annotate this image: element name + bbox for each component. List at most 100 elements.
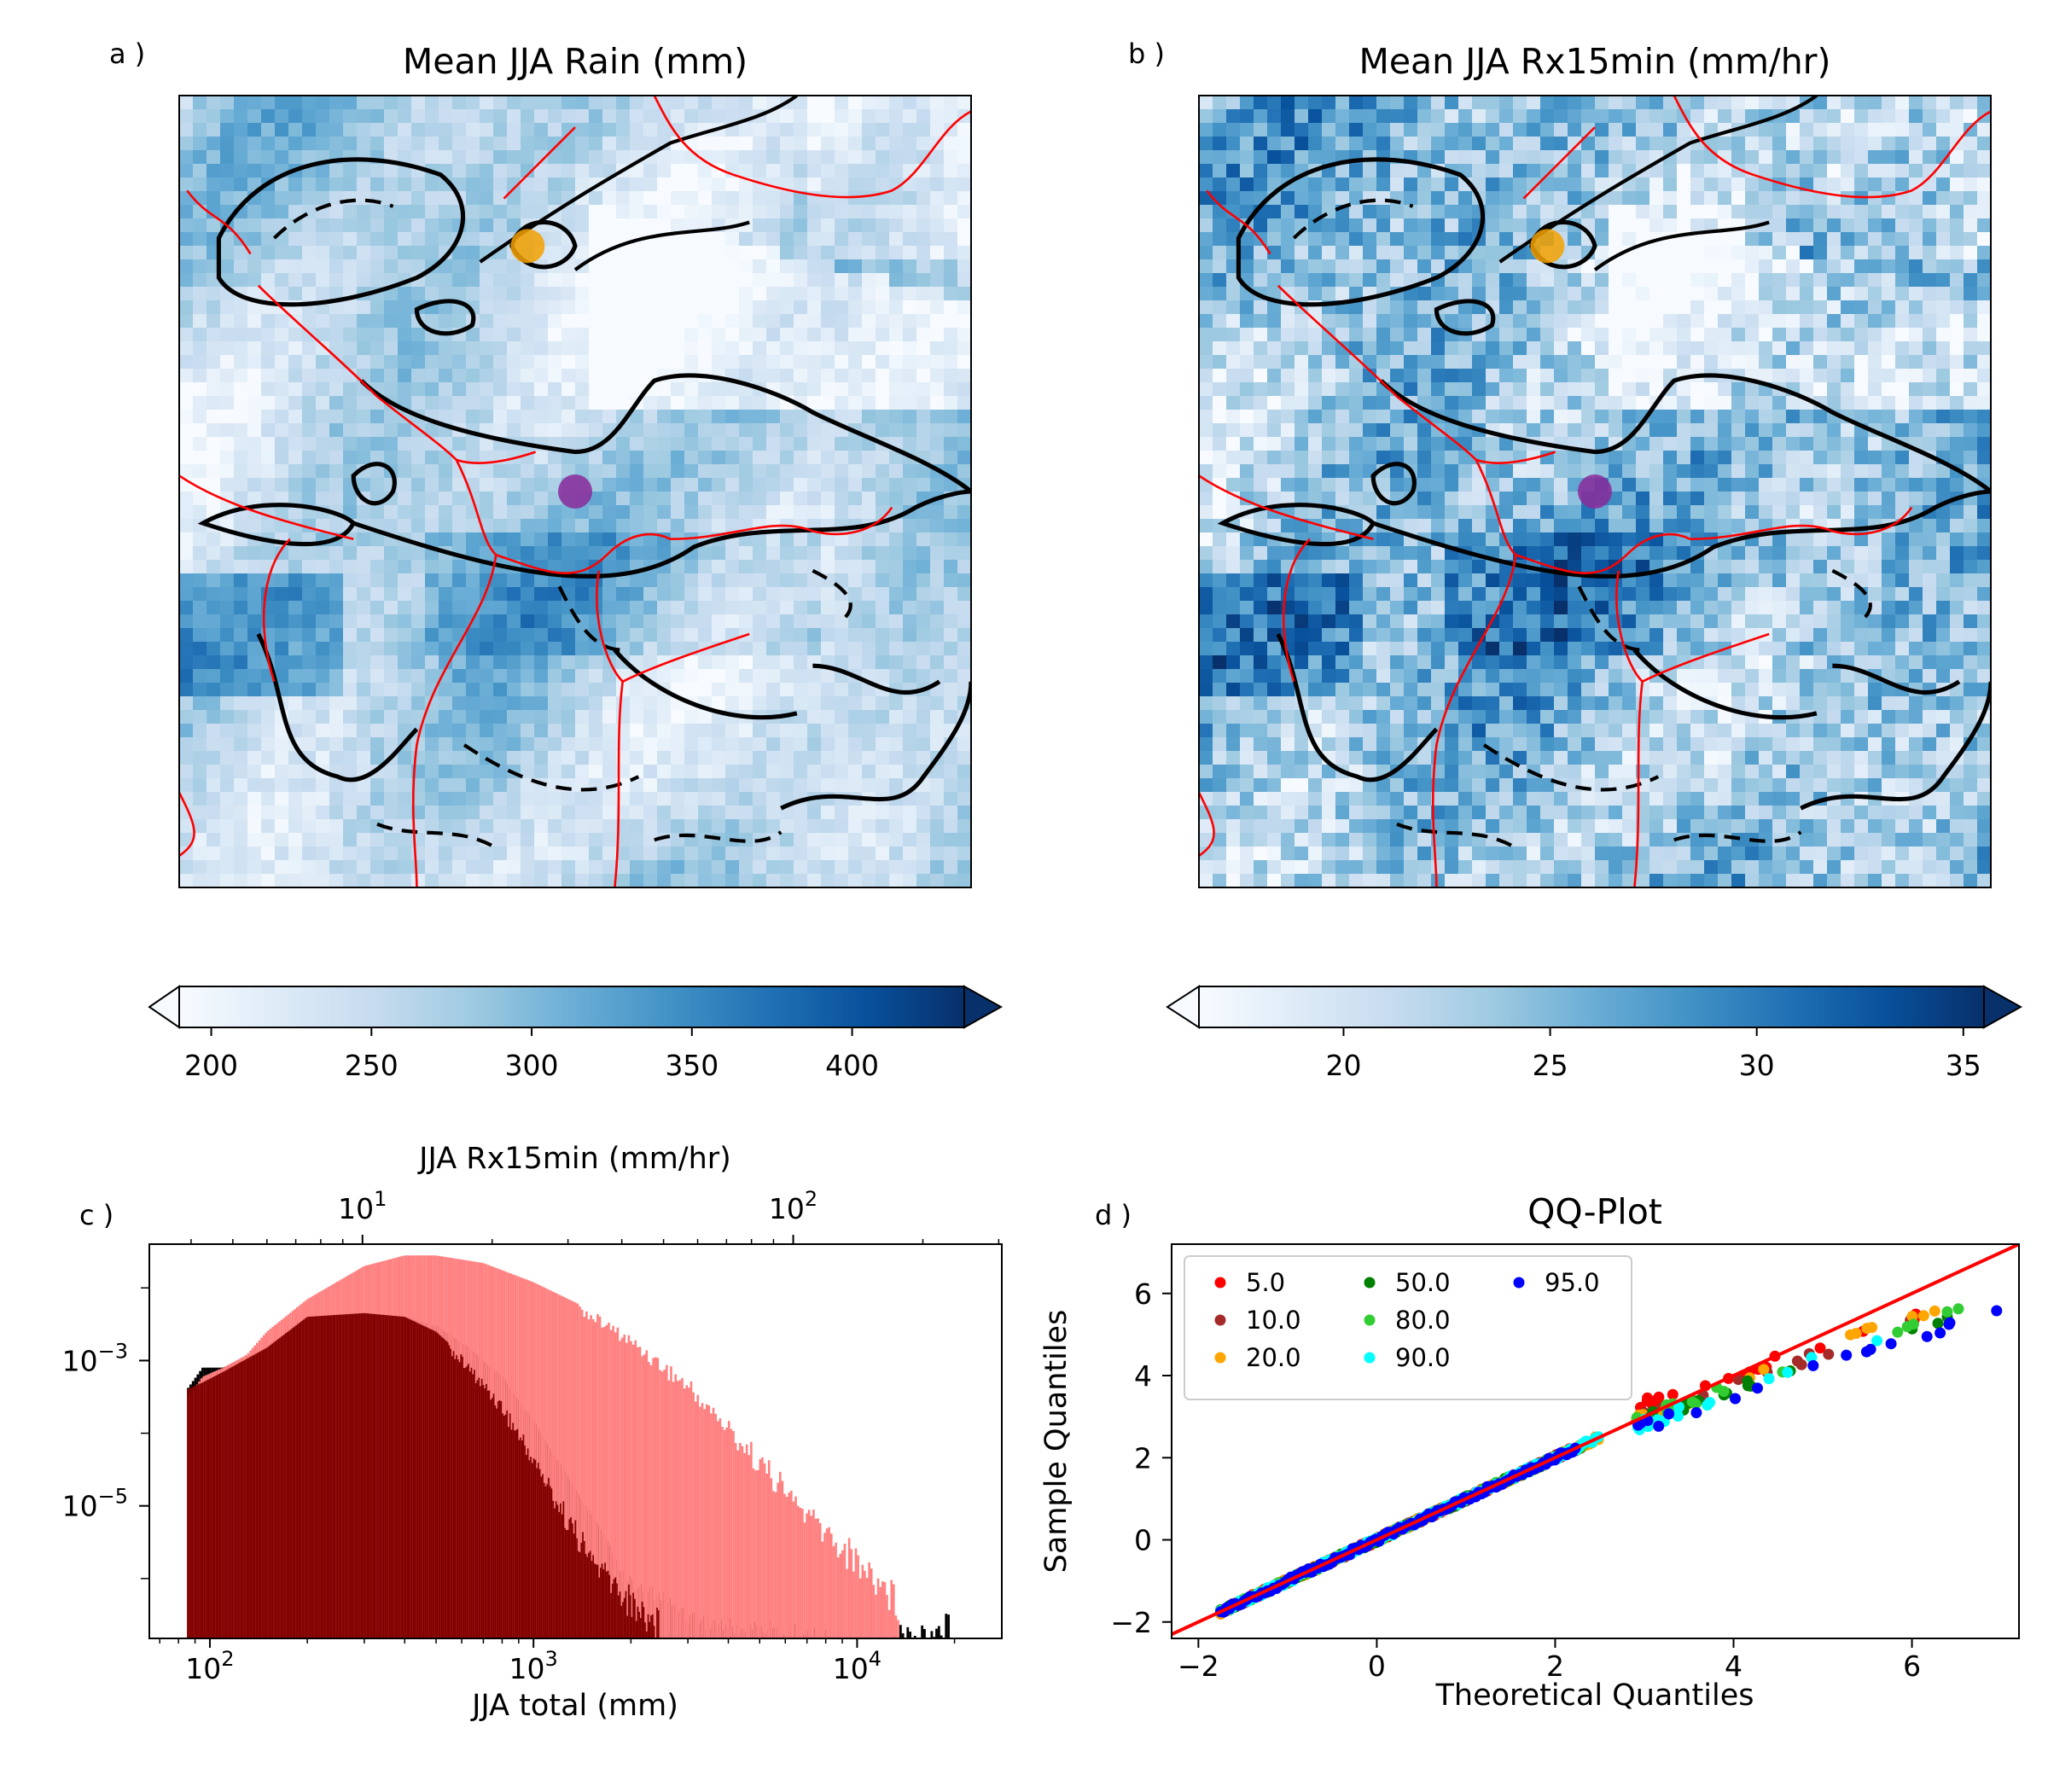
histogram-bar (540, 1476, 543, 1638)
histogram-bar (930, 1631, 934, 1638)
colorbar-tick-label: 30 (1739, 1049, 1775, 1082)
histogram-bar (492, 1393, 495, 1638)
panel-c-axes: 102 103 104 101 102 10−3 10−5 (62, 1187, 1000, 1685)
histogram-bar (536, 1468, 538, 1638)
histogram-bar (806, 1513, 808, 1638)
map-marker-2 (558, 474, 592, 509)
qq-point (1941, 1306, 1953, 1318)
colorbar-tick-label: 300 (505, 1049, 559, 1082)
qq-point (1752, 1382, 1763, 1394)
histogram-bar (480, 1378, 483, 1638)
histogram-bar (199, 1383, 201, 1638)
qq-point (1782, 1366, 1794, 1378)
histogram-bar (521, 1440, 523, 1638)
histogram-bar (876, 1578, 880, 1638)
histogram-bar (604, 1562, 606, 1638)
histogram-bar (546, 1484, 549, 1638)
histogram-bar (560, 1503, 561, 1638)
histogram-bar (906, 1626, 910, 1638)
histogram-bar (583, 1540, 585, 1638)
histogram-bar (913, 1636, 916, 1638)
histogram-bar (528, 1460, 531, 1638)
panel-a-colorbar: 200 250 300 350 400 (148, 985, 1004, 1082)
histogram-bar (555, 1501, 557, 1638)
histogram-series-3 (187, 1312, 660, 1638)
qq-point (1742, 1375, 1754, 1387)
histogram-bar (406, 1318, 409, 1638)
histogram-bar (240, 1361, 242, 1638)
qq-point (1791, 1355, 1803, 1367)
histogram-bar (543, 1482, 545, 1638)
histogram-bar (288, 1330, 290, 1638)
histogram-bar (543, 1287, 546, 1638)
histogram-bar (414, 1321, 416, 1638)
histogram-bar (576, 1538, 578, 1638)
histogram-bar (440, 1336, 443, 1638)
map-marker-1 (1530, 229, 1565, 264)
histogram-bar (812, 1510, 815, 1638)
histogram-bar (380, 1314, 382, 1638)
histogram-bar (466, 1365, 468, 1638)
qq-point (1841, 1349, 1853, 1361)
histogram-bar (305, 1317, 308, 1638)
x-tick-label: 4 (1725, 1649, 1743, 1683)
histogram-bar (576, 1303, 579, 1638)
histogram-bar (323, 1315, 326, 1638)
histogram-bar (420, 1324, 422, 1638)
histogram-bar (734, 1443, 737, 1638)
histogram-bar (743, 1452, 746, 1638)
histogram-bar (616, 1327, 620, 1638)
histogram-bar (685, 1385, 689, 1638)
histogram-bar (770, 1478, 773, 1638)
histogram-bar (701, 1403, 704, 1638)
y-tick-label: 2 (1134, 1441, 1152, 1475)
histogram-bar (847, 1538, 851, 1638)
qq-point (1935, 1327, 1946, 1339)
histogram-bar (736, 1450, 740, 1638)
histogram-bar (247, 1358, 250, 1638)
histogram-bar (422, 1324, 423, 1638)
histogram-bar (638, 1611, 640, 1638)
histogram-bar (857, 1555, 859, 1638)
histogram-bar (648, 1362, 650, 1638)
histogram-bar (374, 1313, 376, 1638)
histogram-bar (586, 1556, 589, 1638)
histogram-bar (216, 1375, 218, 1638)
histogram-bar (243, 1360, 246, 1638)
histogram-bar (348, 1313, 351, 1638)
histogram-bar (382, 1314, 385, 1638)
histogram-bar (637, 1347, 639, 1638)
x-tick-label: −2 (1178, 1649, 1219, 1683)
histogram-bar (194, 1385, 196, 1638)
histogram-bar (187, 1388, 189, 1638)
histogram-bar (490, 1399, 492, 1638)
histogram-bar (341, 1314, 343, 1638)
histogram-bar (328, 1315, 330, 1638)
histogram-bar (689, 1381, 693, 1638)
histogram-bar (921, 1625, 924, 1638)
histogram-bar (818, 1522, 822, 1638)
histogram-bar (424, 1326, 427, 1638)
histogram-bar (602, 1326, 606, 1638)
map-marker-2 (1578, 474, 1612, 509)
qq-point (1690, 1407, 1702, 1418)
histogram-bar (783, 1493, 786, 1638)
histogram-bar (570, 1516, 572, 1638)
map-marker-1 (510, 229, 545, 264)
histogram-bar (454, 1359, 457, 1638)
legend-label: 20.0 (1246, 1343, 1301, 1372)
histogram-bar (538, 1285, 541, 1638)
histogram-bar (870, 1568, 873, 1638)
histogram-bar (452, 1351, 455, 1638)
histogram-bar (354, 1313, 357, 1638)
qq-point (1758, 1364, 1770, 1376)
histogram-bar (561, 1514, 563, 1638)
histogram-bar (875, 1594, 877, 1638)
legend-label: 80.0 (1395, 1306, 1451, 1335)
histogram-bar (663, 1370, 666, 1638)
histogram-bar (601, 1327, 603, 1638)
histogram-bar (320, 1316, 323, 1638)
histogram-bar (644, 1622, 646, 1638)
histogram-bar (756, 1469, 759, 1638)
